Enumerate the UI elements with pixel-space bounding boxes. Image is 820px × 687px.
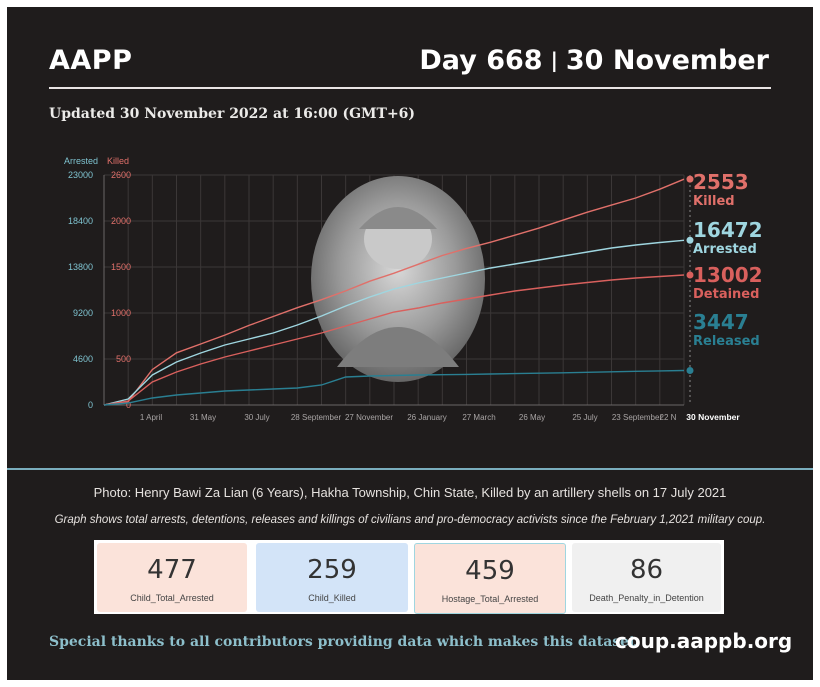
right-tick-label: 1500 xyxy=(111,262,131,272)
left-tick-label: 9200 xyxy=(73,308,93,318)
series-total-arrested: 16472 xyxy=(693,218,763,242)
portrait-shirt xyxy=(337,327,459,367)
heading-separator: | xyxy=(550,48,558,72)
stat-label: Child_Killed xyxy=(308,593,356,603)
series-endpoint-killed xyxy=(686,175,694,183)
left-tick-label: 0 xyxy=(88,400,93,410)
portrait-cap xyxy=(359,207,437,229)
left-tick-label: 18400 xyxy=(68,216,93,226)
heading-date: 30 November xyxy=(565,45,769,76)
series-label-released: Released xyxy=(693,334,760,349)
right-tick-label: 0 xyxy=(126,400,131,410)
trend-chart: Arrested Killed 23000 18400 13800 9200 4600 0 26… xyxy=(64,156,763,422)
series-label-arrested: Arrested xyxy=(693,242,757,257)
right-tick-label: 2000 xyxy=(111,216,131,226)
stat-label: Hostage_Total_Arrested xyxy=(441,594,539,604)
stat-value: 459 xyxy=(465,556,515,586)
section-divider xyxy=(7,468,813,470)
series-total-released: 3447 xyxy=(693,310,749,334)
x-tick-label: 26 January xyxy=(407,413,447,422)
day-date-heading: Day 668 | 30 November xyxy=(419,45,769,76)
stat-value: 259 xyxy=(307,555,357,585)
graph-note: Graph shows total arrests, detentions, r… xyxy=(54,514,766,526)
stat-cards: 477 Child_Total_Arrested 259 Child_Kille… xyxy=(94,540,724,614)
x-tick-label: 27 March xyxy=(462,413,495,422)
header-rule xyxy=(49,87,771,89)
series-endpoint-detained xyxy=(686,271,694,279)
x-tick-label: 25 July xyxy=(572,413,597,422)
site-url[interactable]: coup.aappb.org xyxy=(615,629,793,653)
x-tick-label: 28 September xyxy=(291,413,342,422)
photo-credit: Photo: Henry Bawi Za Lian (6 Years), Hak… xyxy=(93,485,727,500)
left-axis-title: Arrested xyxy=(64,156,98,166)
stat-card-death-penalty: 86 Death_Penalty_in_Detention xyxy=(572,543,721,612)
left-tick-label: 13800 xyxy=(68,262,93,272)
x-tick-label: 1 April xyxy=(140,413,162,422)
x-tick-label: 26 May xyxy=(519,413,545,422)
x-tick-label: 23 September xyxy=(612,413,663,422)
series-line-released xyxy=(103,369,685,406)
thanks-note: Special thanks to all contributors provi… xyxy=(49,634,641,650)
portrait-oval xyxy=(311,176,485,382)
chart-series xyxy=(103,175,694,406)
right-tick-label: 2600 xyxy=(111,170,131,180)
series-line-arrested xyxy=(103,239,685,406)
x-tick-label: 30 November xyxy=(686,412,740,422)
right-tick-label: 1000 xyxy=(111,308,131,318)
brand-title: AAPP xyxy=(49,45,133,76)
stat-label: Death_Penalty_in_Detention xyxy=(589,593,704,603)
x-tick-label: 27 November xyxy=(345,413,393,422)
stat-value: 477 xyxy=(147,555,197,585)
stat-label: Child_Total_Arrested xyxy=(130,593,214,603)
series-total-detained: 13002 xyxy=(693,263,763,287)
series-total-killed: 2553 xyxy=(693,170,749,194)
stat-card-child-killed: 259 Child_Killed xyxy=(256,543,408,612)
stat-card-hostage-arrested: 459 Hostage_Total_Arrested xyxy=(414,543,566,614)
series-endpoint-arrested xyxy=(686,236,694,244)
stat-card-child-arrested: 477 Child_Total_Arrested xyxy=(97,543,247,612)
stat-value: 86 xyxy=(629,555,664,585)
right-axis-title: Killed xyxy=(107,156,129,166)
left-tick-label: 4600 xyxy=(73,354,93,364)
series-endpoint-released xyxy=(686,367,694,375)
x-tick-label: 31 May xyxy=(190,413,216,422)
series-label-detained: Detained xyxy=(693,287,759,302)
series-line-killed xyxy=(103,178,685,406)
series-line-detained xyxy=(103,274,685,406)
right-tick-label: 500 xyxy=(116,354,131,364)
series-label-killed: Killed xyxy=(693,194,735,209)
x-tick-label: 22 N xyxy=(660,413,677,422)
day-count: Day 668 xyxy=(419,45,543,76)
updated-timestamp: Updated 30 November 2022 at 16:00 (GMT+6… xyxy=(49,106,416,122)
left-tick-label: 23000 xyxy=(68,170,93,180)
chart-axes: Arrested Killed 23000 18400 13800 9200 4600 0 26… xyxy=(64,156,740,422)
x-tick-label: 30 July xyxy=(244,413,269,422)
infographic-panel: AAPP Day 668 | 30 November Updated 30 Nove… xyxy=(7,7,813,680)
child-photo xyxy=(311,176,485,382)
